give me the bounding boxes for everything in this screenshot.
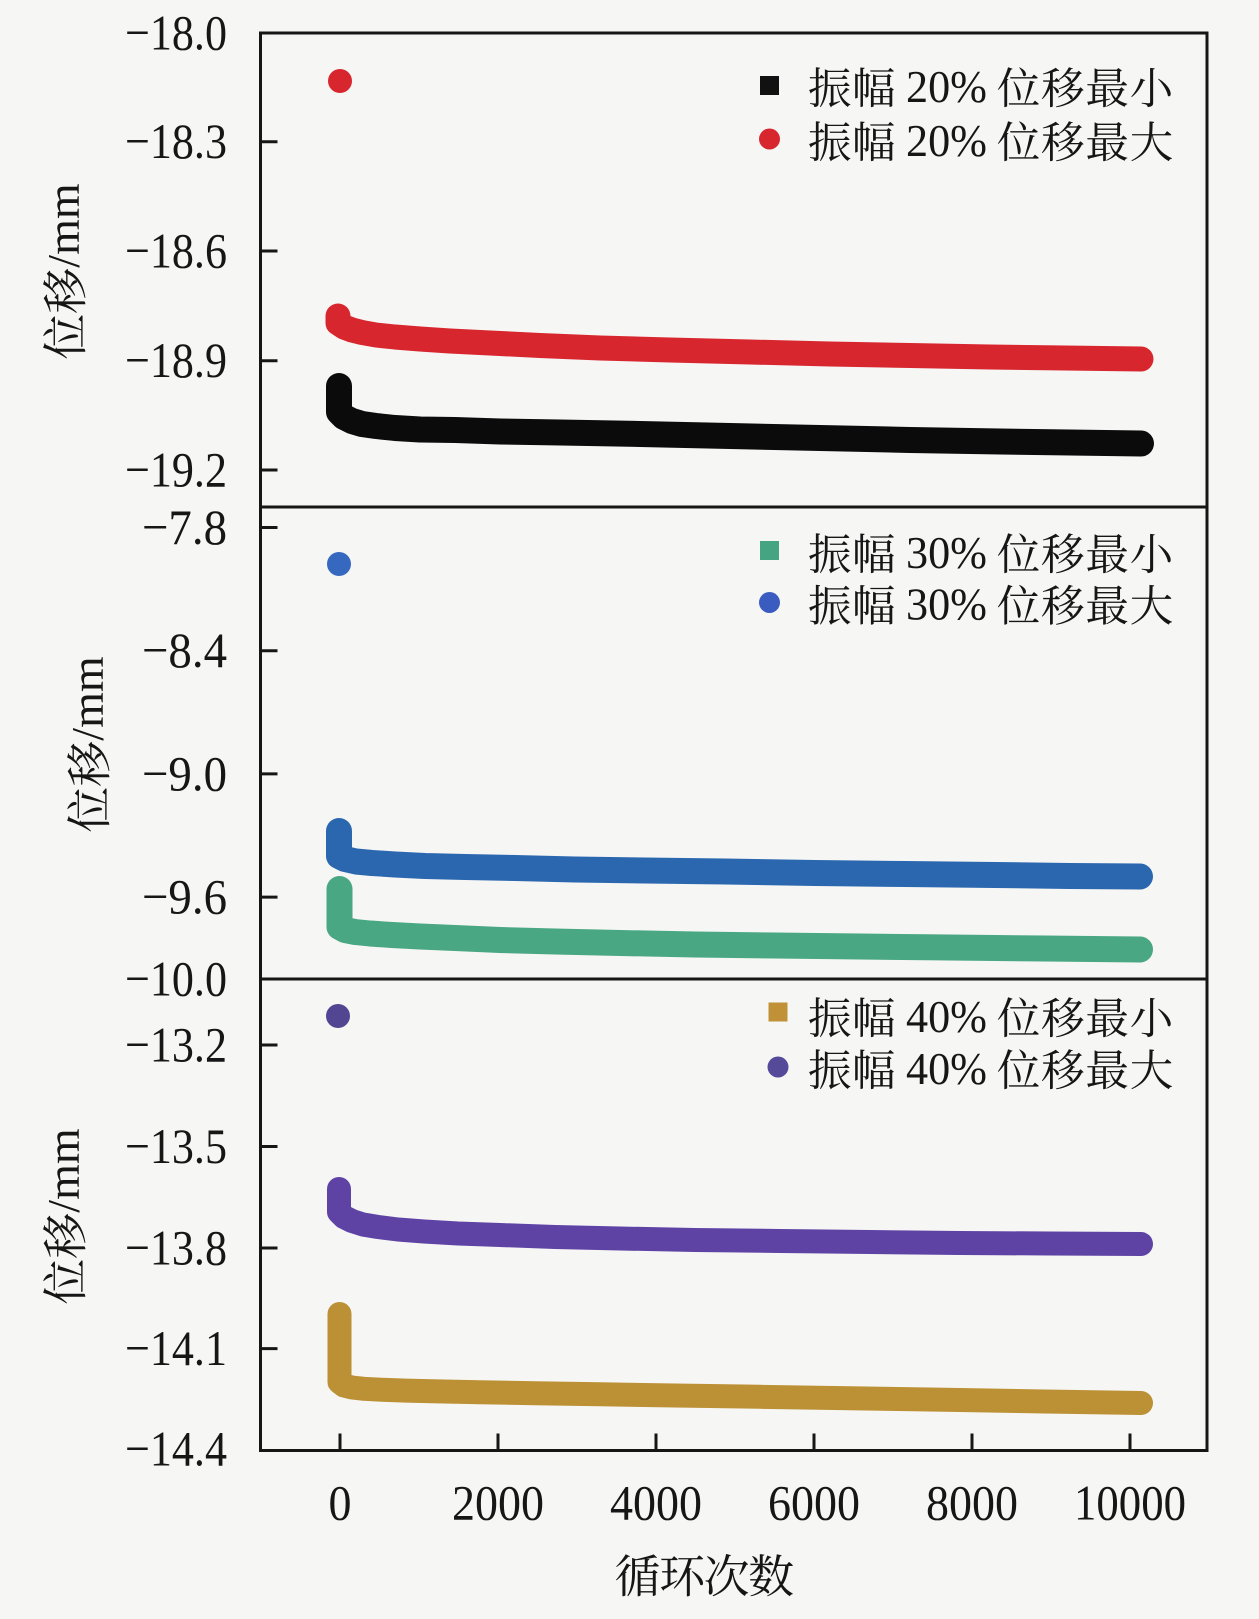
svg-text:−13.8: −13.8 — [125, 1219, 227, 1275]
svg-text:−7.8: −7.8 — [142, 499, 227, 555]
svg-text:−10.0: −10.0 — [125, 950, 227, 1006]
svg-text:/mm: /mm — [38, 1128, 89, 1213]
svg-text:4000: 4000 — [610, 1474, 702, 1530]
svg-text:30%: 30% — [906, 579, 987, 630]
svg-text:−8.4: −8.4 — [142, 622, 227, 678]
svg-text:/mm: /mm — [38, 183, 89, 268]
svg-text:0: 0 — [329, 1474, 352, 1530]
svg-text:20%: 20% — [906, 61, 987, 112]
svg-text:−18.0: −18.0 — [125, 4, 227, 60]
svg-text:40%: 40% — [906, 1043, 987, 1094]
svg-text:−14.4: −14.4 — [125, 1420, 227, 1476]
svg-text:−18.3: −18.3 — [125, 113, 227, 169]
svg-text:−18.6: −18.6 — [125, 222, 227, 278]
svg-text:−13.5: −13.5 — [125, 1118, 227, 1174]
svg-text:30%: 30% — [906, 527, 987, 578]
svg-text:−9.0: −9.0 — [142, 745, 227, 801]
svg-text:−9.6: −9.6 — [142, 869, 227, 925]
svg-text:/mm: /mm — [62, 656, 113, 741]
svg-text:2000: 2000 — [452, 1474, 544, 1530]
svg-text:−14.1: −14.1 — [125, 1320, 227, 1376]
svg-text:−19.2: −19.2 — [125, 441, 227, 497]
svg-text:8000: 8000 — [926, 1474, 1018, 1530]
svg-text:−18.9: −18.9 — [125, 332, 227, 388]
svg-text:−13.2: −13.2 — [125, 1016, 227, 1072]
svg-text:20%: 20% — [906, 115, 987, 166]
svg-text:40%: 40% — [906, 991, 987, 1042]
svg-text:10000: 10000 — [1074, 1474, 1186, 1530]
svg-text:6000: 6000 — [768, 1474, 860, 1530]
